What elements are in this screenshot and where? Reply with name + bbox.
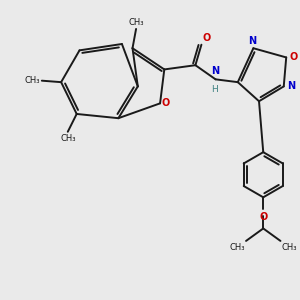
Text: N: N bbox=[287, 81, 296, 92]
Text: N: N bbox=[248, 36, 256, 46]
Text: H: H bbox=[212, 85, 218, 94]
Text: CH₃: CH₃ bbox=[25, 76, 40, 85]
Text: O: O bbox=[259, 212, 267, 222]
Text: N: N bbox=[211, 66, 219, 76]
Text: CH₃: CH₃ bbox=[60, 134, 76, 143]
Text: O: O bbox=[290, 52, 298, 62]
Text: CH₃: CH₃ bbox=[229, 243, 244, 252]
Text: O: O bbox=[203, 33, 211, 43]
Text: CH₃: CH₃ bbox=[128, 18, 144, 27]
Text: O: O bbox=[162, 98, 170, 108]
Text: CH₃: CH₃ bbox=[282, 243, 298, 252]
